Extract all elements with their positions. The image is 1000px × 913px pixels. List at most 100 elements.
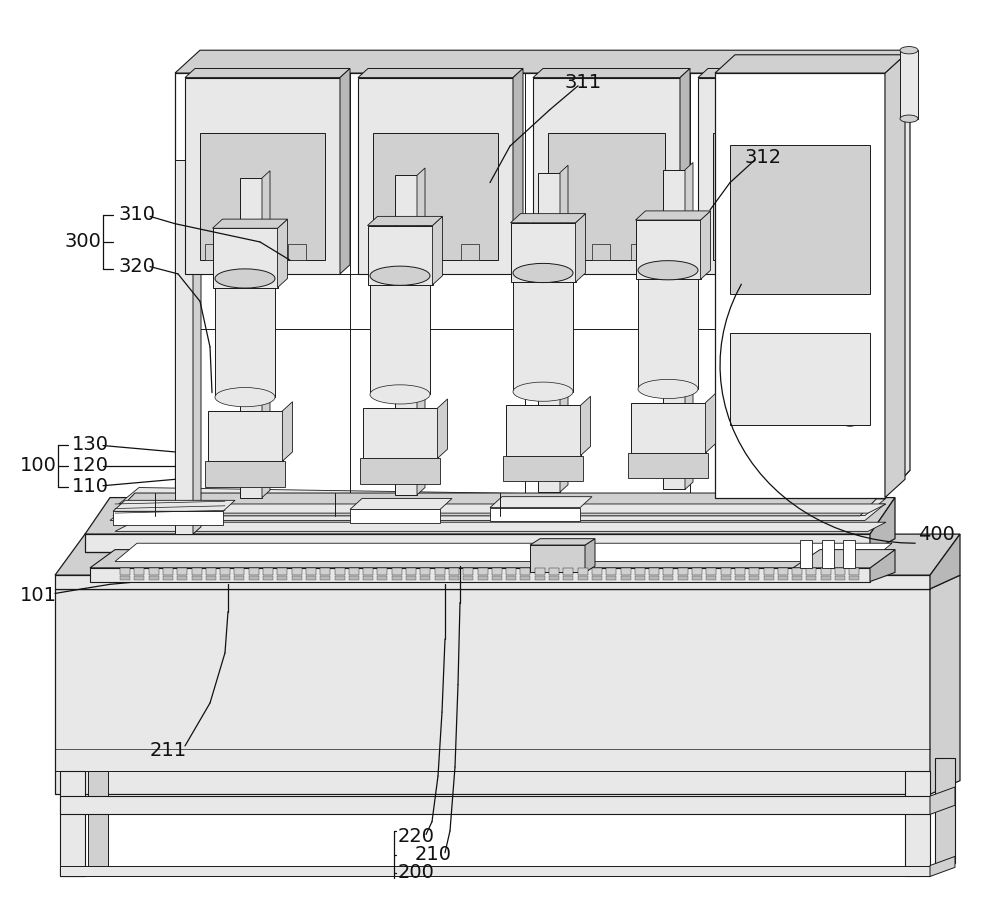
Polygon shape (163, 576, 173, 580)
Bar (511, 223, 576, 282)
Ellipse shape (215, 387, 275, 407)
Polygon shape (175, 470, 910, 498)
Polygon shape (721, 576, 731, 580)
Polygon shape (792, 576, 802, 580)
Polygon shape (113, 493, 882, 516)
Bar (628, 453, 708, 478)
Polygon shape (749, 576, 759, 580)
Bar (538, 173, 560, 492)
Polygon shape (576, 214, 586, 282)
Polygon shape (463, 576, 473, 580)
Bar (88, 771, 108, 872)
Bar (663, 170, 685, 489)
Polygon shape (234, 576, 244, 580)
Text: 400: 400 (918, 525, 955, 543)
Polygon shape (530, 539, 595, 545)
Polygon shape (320, 568, 330, 575)
Bar (713, 132, 863, 260)
Polygon shape (55, 589, 930, 794)
Polygon shape (320, 576, 330, 580)
Polygon shape (930, 856, 955, 876)
Polygon shape (433, 216, 443, 285)
Polygon shape (835, 576, 845, 580)
Polygon shape (606, 576, 616, 580)
Polygon shape (406, 576, 416, 580)
Bar (818, 244, 836, 260)
Polygon shape (585, 539, 595, 572)
Polygon shape (678, 576, 688, 580)
Polygon shape (358, 68, 523, 78)
Bar (548, 132, 665, 260)
Bar (905, 771, 930, 876)
Polygon shape (177, 568, 187, 575)
Bar (740, 406, 762, 425)
Polygon shape (511, 214, 586, 223)
Polygon shape (193, 152, 201, 534)
Polygon shape (735, 576, 745, 580)
Bar (718, 244, 736, 260)
Polygon shape (435, 576, 445, 580)
Ellipse shape (900, 115, 918, 122)
Bar (208, 411, 283, 461)
Polygon shape (363, 568, 373, 575)
Polygon shape (692, 568, 702, 575)
Polygon shape (349, 576, 359, 580)
Polygon shape (492, 576, 502, 580)
Polygon shape (349, 568, 359, 575)
Bar (240, 178, 262, 498)
Bar (768, 244, 786, 260)
Bar (900, 50, 918, 119)
Polygon shape (350, 498, 452, 509)
Bar (506, 405, 580, 456)
Text: 200: 200 (398, 864, 435, 882)
Polygon shape (263, 576, 273, 580)
Polygon shape (262, 171, 270, 498)
Polygon shape (563, 576, 573, 580)
Polygon shape (85, 498, 895, 534)
Text: 100: 100 (20, 456, 57, 475)
Polygon shape (663, 568, 673, 575)
Bar (636, 220, 701, 279)
Polygon shape (177, 576, 187, 580)
Bar (780, 406, 802, 425)
Polygon shape (706, 568, 716, 575)
Polygon shape (649, 576, 659, 580)
Polygon shape (678, 568, 688, 575)
Polygon shape (292, 576, 302, 580)
Polygon shape (263, 568, 273, 575)
Text: 310: 310 (118, 205, 155, 224)
Polygon shape (306, 568, 316, 575)
Text: 110: 110 (72, 477, 109, 496)
Polygon shape (449, 568, 459, 575)
Text: 220: 220 (398, 827, 435, 845)
Ellipse shape (838, 404, 862, 426)
Polygon shape (206, 568, 216, 575)
Bar (247, 244, 265, 260)
Polygon shape (368, 216, 443, 226)
Polygon shape (212, 219, 288, 228)
Bar (533, 78, 680, 274)
Bar (185, 78, 340, 274)
Polygon shape (192, 576, 202, 580)
Polygon shape (680, 68, 690, 274)
Bar (205, 244, 223, 260)
Polygon shape (721, 568, 731, 575)
Text: 311: 311 (565, 73, 602, 91)
Bar (631, 403, 706, 453)
Polygon shape (192, 568, 202, 575)
Bar (698, 78, 878, 274)
Polygon shape (778, 576, 788, 580)
Bar (513, 273, 573, 392)
Bar (638, 270, 698, 389)
Polygon shape (90, 568, 870, 582)
Polygon shape (715, 55, 905, 73)
Polygon shape (506, 576, 516, 580)
Polygon shape (55, 534, 960, 575)
Polygon shape (806, 568, 816, 575)
Polygon shape (206, 576, 216, 580)
Bar (60, 771, 85, 876)
Polygon shape (885, 82, 910, 498)
Text: 320: 320 (118, 257, 155, 276)
Ellipse shape (513, 382, 573, 402)
Polygon shape (870, 550, 895, 582)
